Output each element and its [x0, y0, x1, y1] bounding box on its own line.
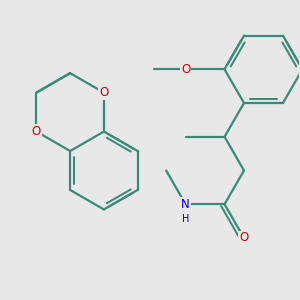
Text: N: N [181, 198, 190, 211]
Text: O: O [99, 86, 109, 99]
Text: H: H [182, 214, 189, 224]
Text: O: O [181, 63, 190, 76]
Text: O: O [32, 125, 41, 138]
Text: O: O [239, 232, 249, 244]
